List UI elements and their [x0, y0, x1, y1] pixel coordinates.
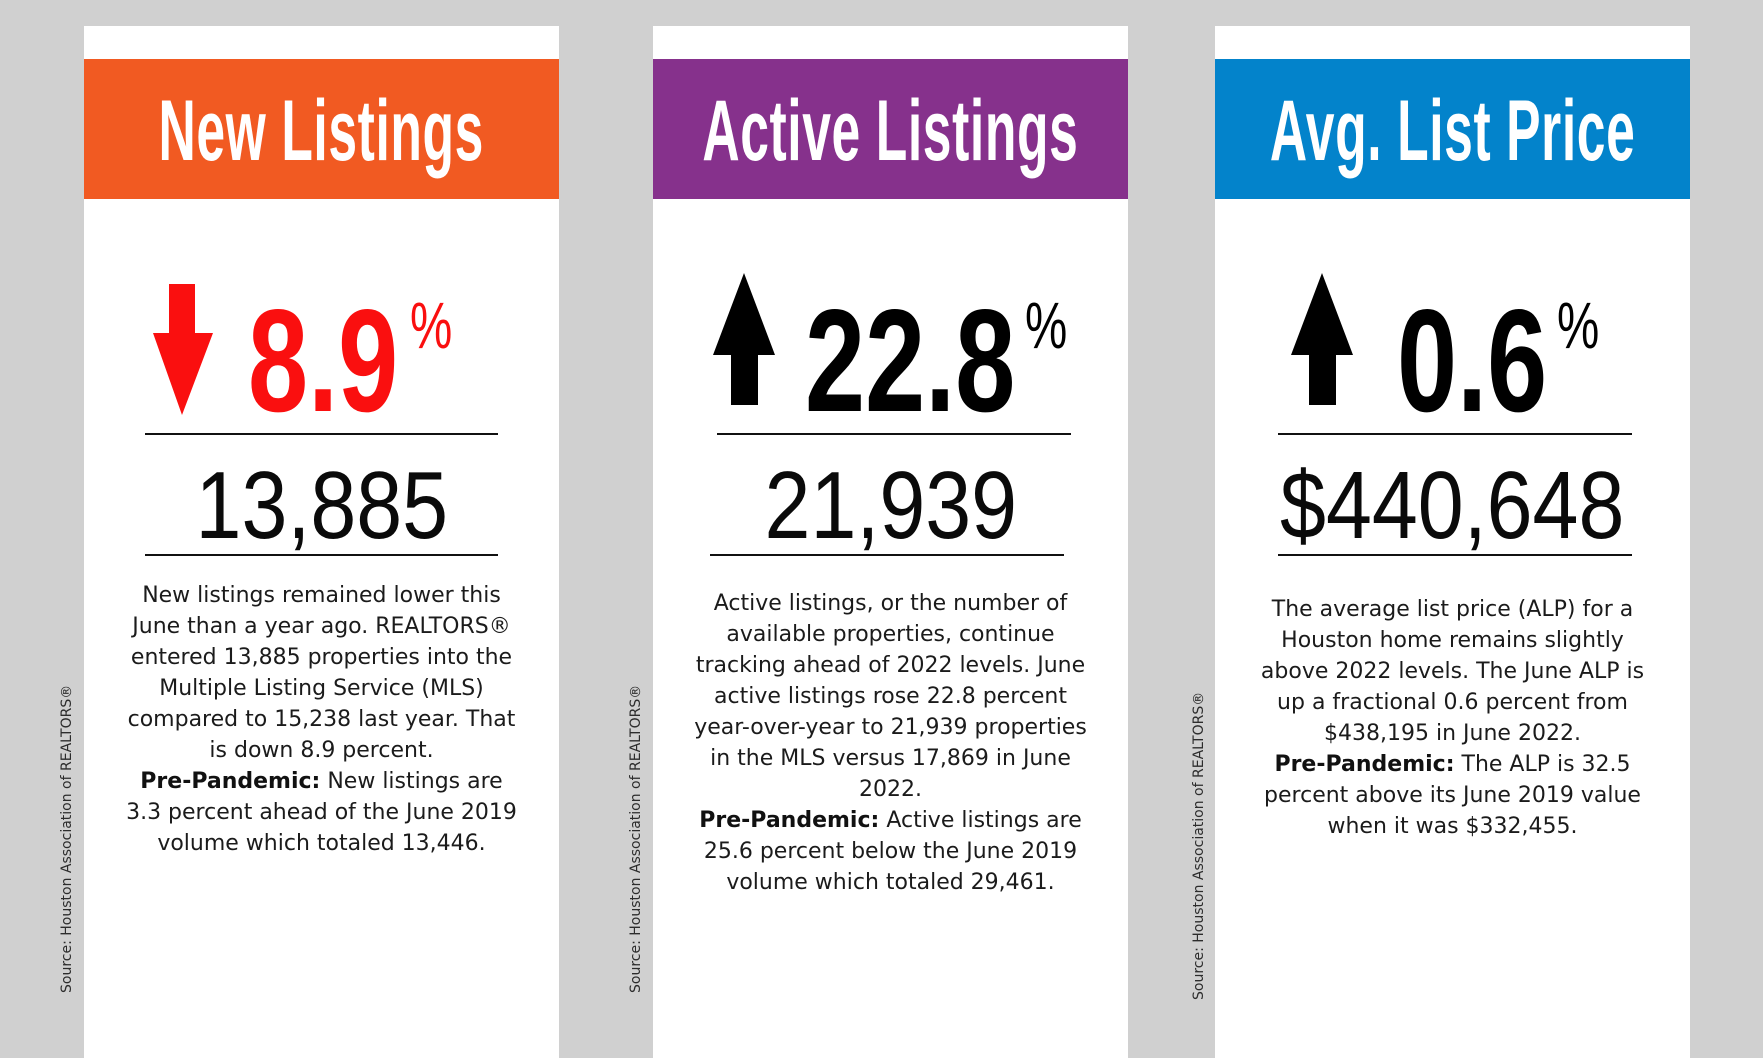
card-description: New listings remained lower this June th… [126, 583, 517, 856]
percent-sign: % [1557, 288, 1600, 362]
stat-card-active-listings: Active Listings 22.8 % 21,939 Active lis… [653, 26, 1128, 1058]
arrow-up-icon [712, 273, 776, 405]
change-value: 22.8 [805, 279, 1016, 442]
divider-bottom [710, 554, 1064, 556]
total-figure: 21,939 [764, 452, 1017, 559]
arrow-up-icon [1290, 273, 1354, 405]
arrow-up-shape [713, 273, 775, 405]
source-note: Source: Houston Association of REALTORS® [59, 684, 75, 993]
pre-pandemic-label: Pre-Pandemic: [1274, 752, 1455, 777]
change-value: 8.9 [248, 279, 399, 442]
pre-pandemic-label: Pre-Pandemic: [699, 808, 880, 833]
card-header: New Listings [84, 59, 559, 199]
card-description: The average list price (ALP) for a Houst… [1260, 597, 1645, 839]
change-percent: 8.9 % [248, 279, 453, 442]
divider-top [1278, 433, 1632, 435]
stat-card-avg-list-price: Avg. List Price 0.6 % $440,648 The avera… [1215, 26, 1690, 1058]
divider-top [145, 433, 498, 435]
arrow-up-shape [1291, 273, 1353, 405]
pre-pandemic-label: Pre-Pandemic: [140, 769, 321, 794]
source-note: Source: Houston Association of REALTORS® [628, 684, 644, 993]
change-value: 0.6 [1397, 279, 1548, 442]
card-header: Active Listings [653, 59, 1128, 199]
divider-top [717, 433, 1071, 435]
stat-card-new-listings: New Listings 8.9 % 13,885 New listings r… [84, 26, 559, 1058]
arrow-down-icon [152, 284, 214, 415]
card-title: Avg. List Price [1269, 83, 1636, 179]
divider-bottom [1278, 554, 1632, 556]
total-figure: 13,885 [195, 452, 448, 559]
card-description: Active listings, or the number of availa… [694, 591, 1087, 895]
card-title: Active Listings [702, 83, 1079, 179]
percent-sign: % [410, 288, 453, 362]
total-figure: $440,648 [1280, 452, 1625, 559]
source-note: Source: Houston Association of REALTORS® [1191, 691, 1207, 1000]
divider-bottom [145, 554, 498, 556]
card-title: New Listings [158, 83, 485, 179]
change-percent: 22.8 % [805, 288, 1089, 434]
percent-sign: % [1025, 288, 1068, 362]
card-header: Avg. List Price [1215, 59, 1690, 199]
arrow-down-shape [153, 284, 213, 415]
change-percent: 0.6 % [1397, 288, 1600, 434]
